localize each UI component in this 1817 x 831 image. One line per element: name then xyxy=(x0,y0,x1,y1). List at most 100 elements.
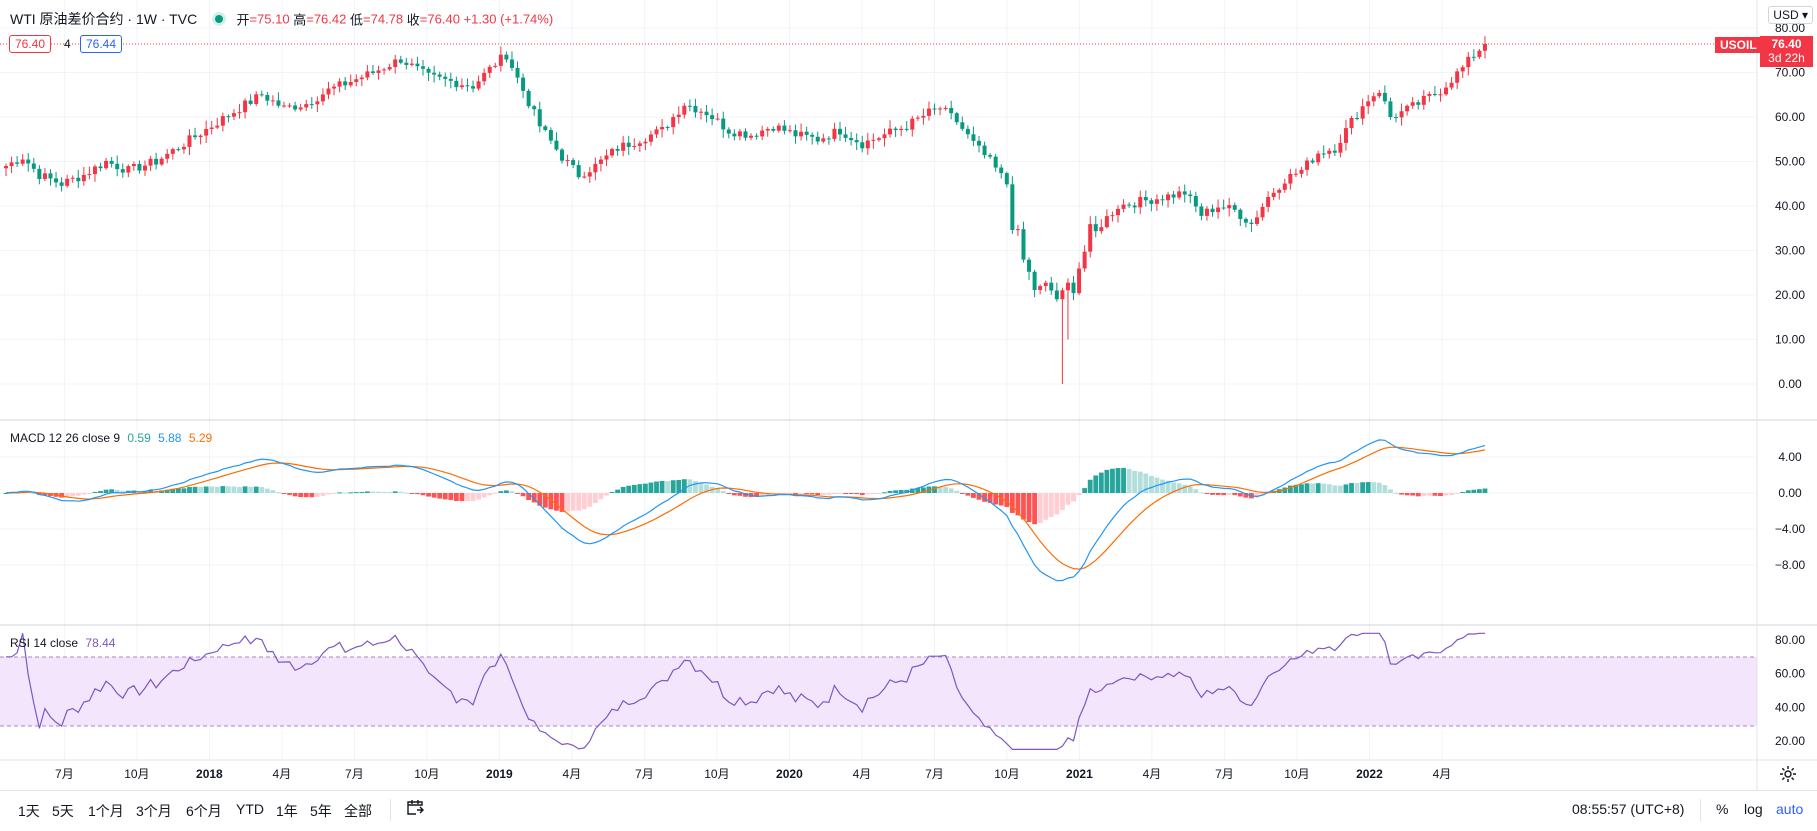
macd-histogram-bar xyxy=(220,486,226,493)
candle-body xyxy=(254,94,259,104)
macd-signal-value: 5.29 xyxy=(188,430,213,445)
candle-body xyxy=(343,81,348,86)
candle-body xyxy=(532,106,537,110)
macd-legend[interactable]: MACD 12 26 close 9 0.59 5.88 5.29 xyxy=(10,430,212,445)
candle-body xyxy=(560,149,564,161)
chart-canvas[interactable]: 80.0070.0060.0050.0040.0030.0020.0010.00… xyxy=(0,0,1817,790)
candle-body xyxy=(226,116,231,118)
candle-body xyxy=(1405,105,1410,112)
macd-histogram-bar xyxy=(998,493,1004,506)
range-1m-button[interactable]: 1个月 xyxy=(88,803,124,819)
symbol-title[interactable]: WTI 原油差价合约 · 1W · TVC xyxy=(10,11,198,27)
candle-body xyxy=(81,174,86,182)
candle-body xyxy=(1082,251,1087,269)
candle-body xyxy=(415,63,420,67)
macd-histogram-bar xyxy=(509,491,515,493)
candle-body xyxy=(849,137,854,141)
rsi-legend[interactable]: RSI 14 close 78.44 xyxy=(10,635,115,650)
auto-toggle[interactable]: auto xyxy=(1776,801,1804,817)
candle-body xyxy=(732,133,737,137)
candle-body xyxy=(243,100,248,113)
macd-histogram-bar xyxy=(437,493,443,499)
range-5y-button[interactable]: 5年 xyxy=(310,803,332,819)
candle-body xyxy=(76,177,81,182)
macd-histogram-bar xyxy=(1399,493,1404,495)
macd-histogram-bar xyxy=(1310,483,1315,493)
time-tick-label: 4月 xyxy=(563,767,582,781)
rsi-line xyxy=(6,632,1485,750)
candlestick-series[interactable] xyxy=(4,36,1487,384)
range-5d-button[interactable]: 5天 xyxy=(52,803,74,819)
range-3m-button[interactable]: 3个月 xyxy=(136,803,172,819)
spread-value: 4 xyxy=(64,37,71,51)
macd-histogram-bar xyxy=(1226,493,1232,495)
settings-gear-icon[interactable] xyxy=(1778,764,1798,789)
candle-body xyxy=(888,128,893,135)
time-tick-label: 4月 xyxy=(1433,767,1452,781)
candle-body xyxy=(1021,229,1026,260)
macd-histogram-bar xyxy=(743,493,748,497)
macd-histogram-bar xyxy=(431,493,437,498)
macd-histogram-bar xyxy=(1237,493,1243,497)
candle-body xyxy=(1349,117,1354,129)
macd-histogram-bar xyxy=(1110,468,1115,493)
macd-histogram-bar xyxy=(1176,483,1182,493)
open-value: 75.10 xyxy=(257,11,290,27)
percent-toggle[interactable]: % xyxy=(1716,801,1729,817)
candle-body xyxy=(804,131,809,135)
symbol-legend[interactable]: WTI 原油差价合约 · 1W · TVC 开=75.10 高=76.42 低=… xyxy=(10,11,554,28)
candle-body xyxy=(220,116,225,126)
ask-price-button[interactable]: 76.44 xyxy=(80,35,123,53)
range-1y-button[interactable]: 1年 xyxy=(276,803,298,819)
candle-body xyxy=(365,71,370,78)
high-label: 高 xyxy=(293,12,307,28)
macd-histogram-bar xyxy=(987,493,993,503)
macd-tick-label: 4.00 xyxy=(1778,450,1802,464)
macd-histogram-bar xyxy=(965,493,971,496)
candle-body xyxy=(1182,191,1187,195)
range-1d-button[interactable]: 1天 xyxy=(18,803,40,819)
candle-body xyxy=(1466,56,1471,68)
macd-histogram-bar xyxy=(1299,484,1304,493)
macd-histogram-bar xyxy=(1026,493,1032,523)
candle-body xyxy=(1305,160,1310,170)
range-6m-button[interactable]: 6个月 xyxy=(186,803,222,819)
price-scale-ticks[interactable]: 80.00 70.00 60.00 50.00 40.00 30.00 20.00 10.00… xyxy=(1775,21,1806,748)
candle-body xyxy=(543,126,548,131)
macd-histogram-bar xyxy=(932,486,937,493)
candle-body xyxy=(137,164,142,171)
candle-body xyxy=(1249,222,1254,224)
range-all-button[interactable]: 全部 xyxy=(344,803,372,819)
time-axis-ticks[interactable]: 7月 10月 2018 4月 7月 10月 2019 4月 7月 10月 2020 4月 7月 10月 20… xyxy=(55,767,1451,781)
candle-body xyxy=(421,66,425,69)
candle-body xyxy=(476,81,481,89)
market-status-icon xyxy=(214,15,223,23)
time-tick-label: 10月 xyxy=(124,767,149,781)
candle-body xyxy=(1171,194,1176,198)
candle-body xyxy=(1277,189,1282,193)
candle-body xyxy=(1099,227,1104,232)
candle-body xyxy=(1260,206,1265,218)
candle-body xyxy=(1266,196,1271,207)
time-tick-label: 10月 xyxy=(1284,767,1309,781)
macd-histogram-bar xyxy=(365,491,370,493)
rsi-tick-label: 60.00 xyxy=(1775,667,1805,681)
macd-histogram-bar xyxy=(314,493,320,497)
ticker-tag: USOIL xyxy=(1715,37,1762,53)
candle-body xyxy=(165,153,170,159)
macd-histogram-bar xyxy=(1232,493,1238,496)
calendar-goto-icon[interactable] xyxy=(406,799,424,820)
candle-body xyxy=(682,105,687,115)
candle-body xyxy=(593,163,598,173)
log-toggle[interactable]: log xyxy=(1744,801,1763,817)
bid-price-button[interactable]: 76.40 xyxy=(9,35,52,53)
macd-histogram-bar xyxy=(303,493,309,498)
range-ytd-button[interactable]: YTD xyxy=(236,801,264,817)
macd-histogram-bar xyxy=(98,491,103,493)
clock[interactable]: 08:55:57 (UTC+8) xyxy=(1572,801,1685,817)
candle-body xyxy=(1343,128,1348,143)
time-tick-label: 2020 xyxy=(776,767,803,781)
currency-select[interactable]: USD ▾ xyxy=(1768,6,1813,24)
macd-histogram-bar xyxy=(253,486,259,493)
candle-body xyxy=(1471,56,1476,58)
